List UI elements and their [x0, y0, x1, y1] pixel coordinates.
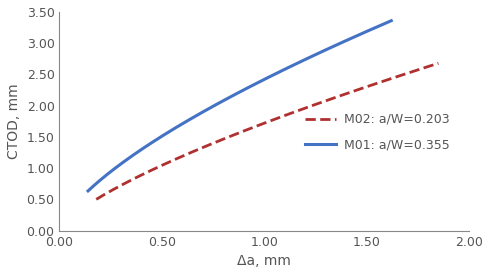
M01: a/W=0.355: (1.05, 2.49): a/W=0.355: (1.05, 2.49) — [270, 73, 276, 76]
X-axis label: Δa, mm: Δa, mm — [237, 254, 291, 268]
Y-axis label: CTOD, mm: CTOD, mm — [7, 84, 21, 159]
M01: a/W=0.355: (0.145, 0.651): a/W=0.355: (0.145, 0.651) — [86, 188, 92, 192]
M01: a/W=0.355: (1.39, 3.02): a/W=0.355: (1.39, 3.02) — [341, 40, 346, 43]
M02: a/W=0.203: (1.69, 2.51): a/W=0.203: (1.69, 2.51) — [403, 72, 409, 75]
M01: a/W=0.355: (1.02, 2.45): a/W=0.355: (1.02, 2.45) — [265, 76, 270, 79]
Line: M01: a/W=0.355: M01: a/W=0.355 — [88, 21, 391, 191]
M01: a/W=0.355: (1.48, 3.16): a/W=0.355: (1.48, 3.16) — [360, 31, 366, 35]
Line: M02: a/W=0.203: M02: a/W=0.203 — [96, 63, 439, 199]
Legend: M02: a/W=0.203, M01: a/W=0.355: M02: a/W=0.203, M01: a/W=0.355 — [300, 108, 455, 156]
M02: a/W=0.203: (1.2, 1.96): a/W=0.203: (1.2, 1.96) — [303, 106, 309, 109]
M02: a/W=0.203: (1.85, 2.68): a/W=0.203: (1.85, 2.68) — [436, 62, 441, 65]
M01: a/W=0.355: (0.14, 0.636): a/W=0.355: (0.14, 0.636) — [85, 189, 91, 192]
M02: a/W=0.203: (1.17, 1.92): a/W=0.203: (1.17, 1.92) — [296, 109, 302, 112]
M01: a/W=0.355: (1.62, 3.36): a/W=0.355: (1.62, 3.36) — [388, 19, 394, 22]
M02: a/W=0.203: (1.17, 1.93): a/W=0.203: (1.17, 1.93) — [297, 108, 303, 112]
M02: a/W=0.203: (0.186, 0.512): a/W=0.203: (0.186, 0.512) — [95, 197, 100, 200]
M02: a/W=0.203: (1.59, 2.4): a/W=0.203: (1.59, 2.4) — [382, 79, 388, 82]
M01: a/W=0.355: (1.02, 2.45): a/W=0.355: (1.02, 2.45) — [266, 76, 271, 79]
M02: a/W=0.203: (0.18, 0.5): a/W=0.203: (0.18, 0.5) — [93, 198, 99, 201]
